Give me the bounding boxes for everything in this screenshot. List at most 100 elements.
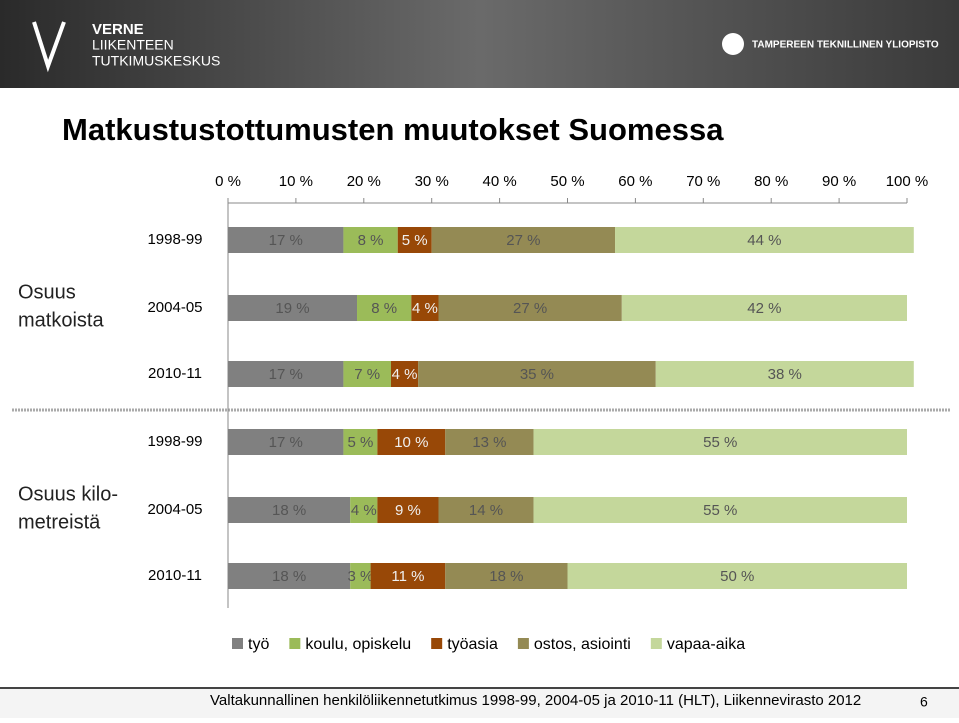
chart: 0 % 10 % 20 % 30 % 40 % 50 % 60 % 70 % 80 % 90 % 1… [18, 173, 928, 653]
data-label: 13 % [472, 434, 506, 451]
legend-label: työasia [447, 636, 498, 653]
data-label: 4 % [412, 300, 438, 317]
y-tick-label: 2004-05 [147, 501, 202, 518]
data-label: 18 % [272, 568, 306, 585]
logo-text: TUTKIMUSKESKUS [92, 53, 220, 69]
legend-swatch [289, 638, 301, 649]
data-label: 27 % [506, 232, 540, 249]
bar-segment [370, 563, 446, 589]
x-tick-label: 60 % [618, 173, 652, 190]
data-label: 50 % [720, 568, 754, 585]
bar-segment [350, 563, 371, 589]
data-label: 10 % [394, 434, 428, 451]
data-label: 17 % [269, 366, 303, 383]
legend-swatch [431, 638, 443, 649]
bar-segment [655, 361, 914, 387]
x-tick-label: 40 % [482, 173, 516, 190]
bar-segment [343, 429, 378, 455]
bar-segment [357, 295, 412, 321]
data-label: 55 % [703, 502, 737, 519]
legend-label: vapaa-aika [667, 636, 745, 653]
page-number: 6 [920, 694, 928, 710]
header-band [0, 0, 959, 88]
bar-segment [377, 429, 446, 455]
bar-segment [533, 497, 907, 523]
data-label: 5 % [402, 232, 428, 249]
bar-segment [343, 227, 398, 253]
logo-text: TAMPEREEN TEKNILLINEN YLIOPISTO [752, 40, 939, 51]
bar-segment [228, 563, 351, 589]
data-label: 5 % [347, 434, 373, 451]
x-tick-label: 100 % [886, 173, 929, 190]
legend-swatch [517, 638, 529, 649]
x-tick-label: 80 % [754, 173, 788, 190]
data-label: 4 % [351, 502, 377, 519]
y-tick-label: 2010-11 [148, 365, 202, 382]
data-label: 8 % [358, 232, 384, 249]
y-tick-label: 1998-99 [147, 433, 202, 450]
bar-segment [377, 497, 439, 523]
footer-band [0, 688, 959, 718]
bar-segment [621, 295, 907, 321]
bar-segment [228, 295, 358, 321]
data-label: 55 % [703, 434, 737, 451]
y-tick-label: 1998-99 [147, 231, 202, 248]
data-label: 14 % [469, 502, 503, 519]
group-label: matkoista [18, 309, 104, 331]
bar-segment [445, 429, 534, 455]
data-label: 19 % [275, 300, 309, 317]
x-tick-label: 10 % [279, 173, 313, 190]
data-label: 44 % [747, 232, 781, 249]
bar-segment [343, 361, 391, 387]
bar-segment [390, 361, 419, 387]
bar-segment [397, 227, 432, 253]
bar-segment [438, 497, 534, 523]
bar-segment [228, 429, 344, 455]
bar-segment [418, 361, 656, 387]
data-label: 42 % [747, 300, 781, 317]
logo-mark [32, 21, 66, 73]
x-tick-label: 90 % [822, 173, 856, 190]
legend-label: työ [248, 636, 269, 653]
data-label: 17 % [269, 232, 303, 249]
data-label: 7 % [354, 366, 380, 383]
data-label: 11 % [391, 568, 424, 585]
footer-source: Valtakunnallinen henkilöliikennetutkimus… [210, 692, 861, 709]
bar-segment [350, 497, 378, 523]
y-tick-label: 2004-05 [147, 299, 202, 316]
legend-swatch [232, 638, 243, 649]
y-tick-label: 2010-11 [148, 567, 202, 584]
legend-label: ostos, asiointi [534, 636, 631, 653]
data-label: 18 % [272, 502, 306, 519]
bar-segment [567, 563, 907, 589]
x-tick-label: 0 % [215, 173, 241, 190]
bar-segment [228, 497, 351, 523]
bar-segment [228, 227, 344, 253]
data-label: 8 % [371, 300, 397, 317]
data-label: 18 % [489, 568, 523, 585]
group-label: Osuus [18, 281, 76, 303]
chart-title: Matkustustottumusten muutokset Suomessa [62, 112, 724, 147]
x-tick-label: 30 % [415, 173, 449, 190]
bar-segment [228, 361, 344, 387]
bar-segment [431, 227, 616, 253]
x-tick-label: 20 % [347, 173, 381, 190]
bar-segment [533, 429, 907, 455]
data-label: 38 % [768, 366, 802, 383]
bar-segment [615, 227, 914, 253]
x-tick-label: 50 % [550, 173, 584, 190]
data-label: 9 % [395, 502, 421, 519]
logo-text: LIIKENTEEN [92, 37, 174, 53]
bar-segment [411, 295, 439, 321]
data-label: 27 % [513, 300, 547, 317]
bar-segment [445, 563, 568, 589]
data-label: 17 % [269, 434, 303, 451]
bar-segment [438, 295, 622, 321]
x-tick-label: 70 % [686, 173, 720, 190]
legend-label: koulu, opiskelu [305, 636, 411, 653]
data-label: 35 % [520, 366, 554, 383]
logo-mark [722, 33, 744, 55]
legend-swatch [650, 638, 662, 649]
data-label: 3 % [347, 568, 373, 585]
